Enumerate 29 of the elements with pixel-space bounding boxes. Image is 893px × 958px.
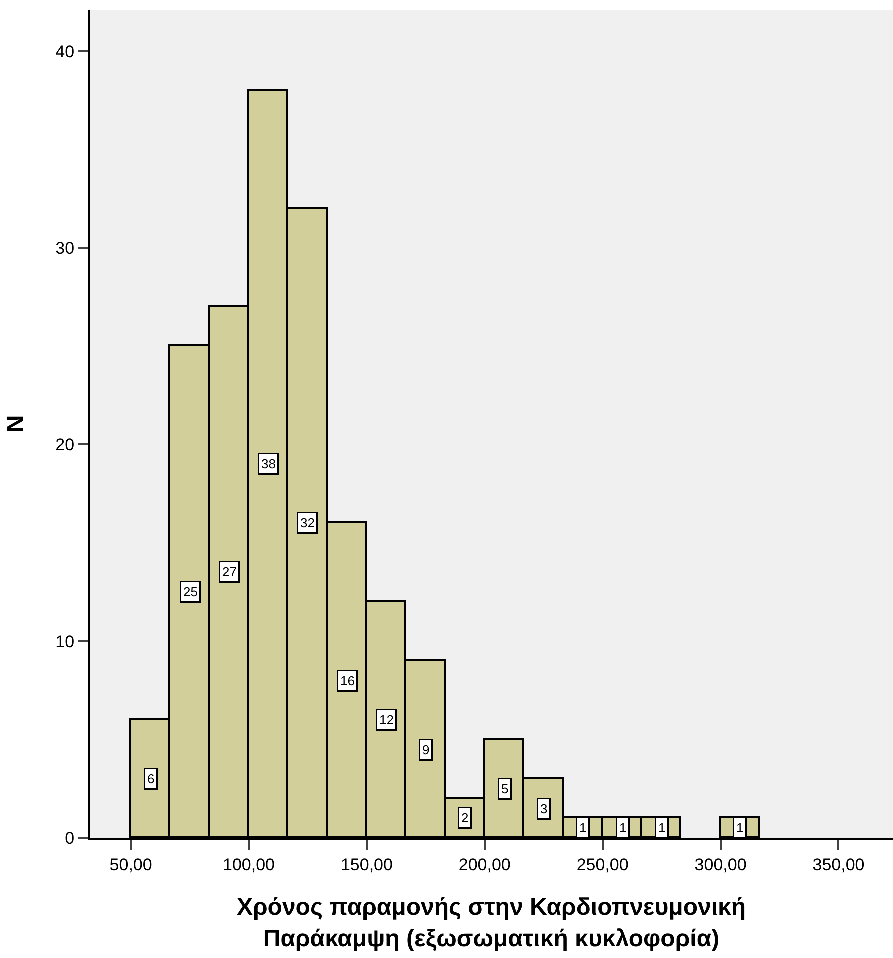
- data-label: 3: [540, 802, 548, 816]
- data-label: 2: [462, 810, 469, 826]
- y-tick-label: 40: [56, 42, 75, 62]
- data-label: 1: [736, 820, 744, 836]
- x-tick-label: 200,00: [458, 855, 511, 874]
- x-axis-title: Χρόνος παραμονής στην Καρδιοπνευμονική Παράκαμψη (εξωσωματική κυκλοφορία): [236, 894, 746, 952]
- x-tick-label: 300,00: [694, 855, 747, 874]
- x-tick-label: 350,00: [812, 855, 865, 874]
- data-label: 1: [658, 820, 666, 836]
- data-label: 1: [620, 820, 627, 836]
- data-label: 38: [262, 456, 276, 472]
- y-axis-title: N: [2, 415, 30, 433]
- x-tick-label: 50,00: [110, 855, 152, 874]
- y-tick-label: 0: [65, 828, 75, 848]
- data-label: 32: [300, 516, 315, 530]
- y-tick-label: 20: [56, 436, 75, 455]
- data-label: 1: [580, 820, 587, 836]
- data-label: 6: [148, 772, 155, 786]
- data-label: 5: [502, 782, 509, 796]
- data-label: 9: [422, 742, 430, 758]
- data-label: 27: [222, 564, 237, 580]
- data-label: 12: [380, 712, 394, 728]
- x-tick-label: 150,00: [340, 855, 393, 874]
- x-tick-label: 250,00: [576, 855, 629, 874]
- data-label: 25: [184, 584, 198, 600]
- x-tick-label: 100,00: [223, 855, 275, 874]
- y-tick-label: 30: [56, 238, 75, 258]
- data-label: 16: [340, 674, 355, 688]
- y-tick-label: 10: [56, 632, 75, 652]
